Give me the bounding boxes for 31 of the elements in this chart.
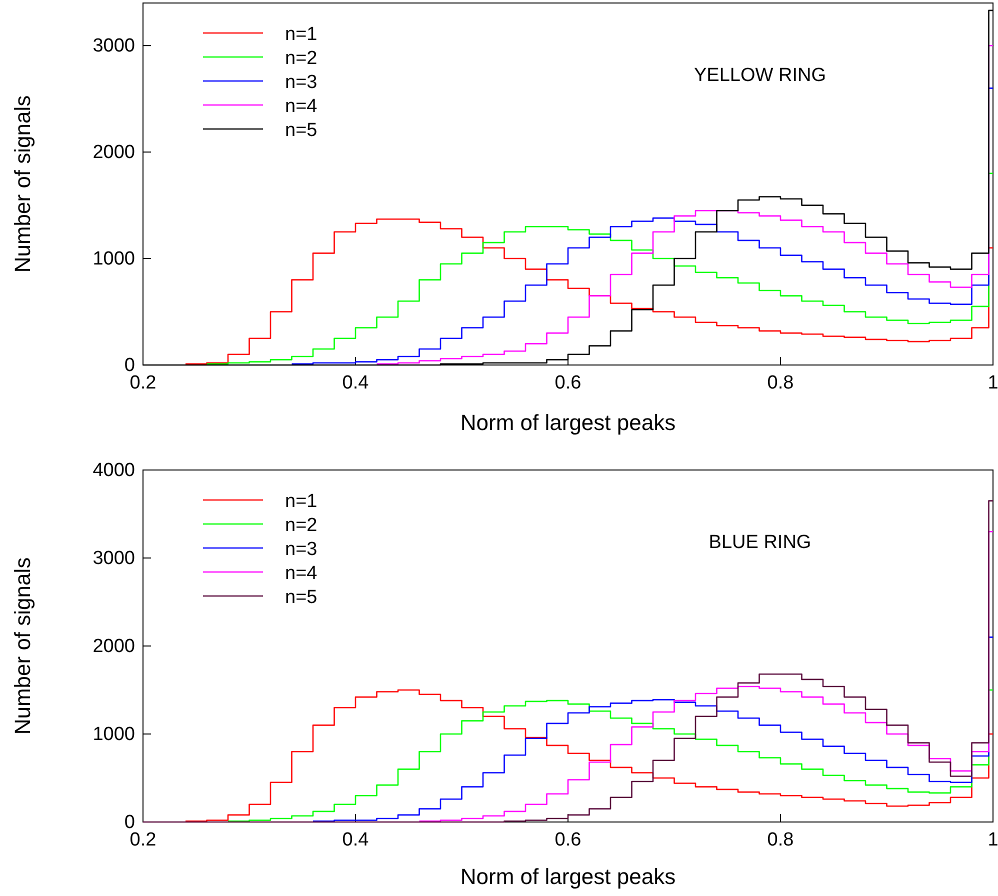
x-tick-label: 0.6 (554, 829, 582, 850)
x-tick-label: 0.4 (342, 829, 370, 850)
legend-label: n=1 (285, 24, 318, 45)
legend-label: n=4 (285, 563, 318, 584)
x-axis-title: Norm of largest peaks (460, 864, 676, 889)
y-tick-label: 3000 (92, 36, 135, 57)
y-tick-label: 1000 (92, 248, 135, 270)
x-tick-label: 0.8 (767, 829, 794, 850)
x-tick-label: 1 (988, 372, 998, 394)
x-tick-label: 0.8 (767, 372, 794, 394)
legend-label: n=3 (285, 72, 318, 93)
legend-label: n=2 (285, 515, 318, 536)
x-tick-label: 0.4 (342, 372, 370, 394)
annotation: YELLOW RING (694, 65, 826, 86)
x-tick-label: 1 (988, 829, 998, 850)
y-axis-title: Number of signals (10, 557, 35, 735)
legend-label: n=5 (285, 120, 318, 141)
legend-label: n=5 (285, 587, 318, 608)
y-tick-label: 2000 (92, 636, 135, 658)
legend-label: n=3 (285, 539, 318, 560)
y-tick-label: 1000 (92, 724, 135, 746)
annotation: BLUE RING (708, 532, 812, 553)
y-tick-label: 2000 (92, 142, 135, 164)
legend-label: n=4 (285, 96, 318, 117)
y-tick-label: 3000 (92, 548, 135, 570)
x-tick-label: 0.6 (554, 372, 582, 394)
y-axis-title: Number of signals (10, 95, 35, 273)
x-axis-title: Norm of largest peaks (460, 410, 676, 435)
legend-label: n=1 (285, 491, 318, 512)
legend-label: n=2 (285, 48, 318, 69)
y-tick-label: 4000 (92, 460, 135, 482)
